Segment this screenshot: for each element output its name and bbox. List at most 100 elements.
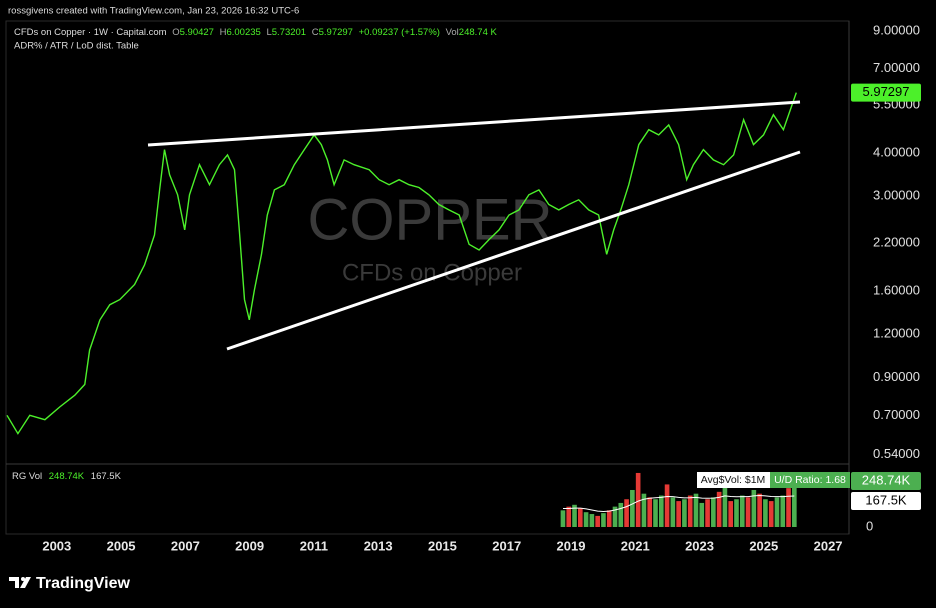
x-tick-label: 2027 <box>814 538 843 553</box>
volume-bar <box>699 502 705 527</box>
volume-current: 248.74K <box>49 471 85 482</box>
volume-bar <box>745 497 751 527</box>
volume-bar <box>768 501 774 527</box>
volume-bar <box>757 493 762 527</box>
vol-val: 248.74 K <box>459 27 498 38</box>
o-val: 5.90427 <box>180 27 214 38</box>
logo-mark <box>20 577 31 588</box>
ud-ratio: U/D Ratio: 1.68 <box>774 474 846 486</box>
logo-mark <box>21 577 25 581</box>
o-key: O <box>172 27 179 38</box>
volume-bar <box>687 495 693 527</box>
y-tick-label: 7.00000 <box>873 60 920 75</box>
volume-ma: 167.5K <box>91 471 122 482</box>
change: +0.09237 (+1.57%) <box>359 27 440 38</box>
volume-bar <box>583 512 589 527</box>
x-tick-label: 2007 <box>171 538 200 553</box>
watermark-ticker: COPPER <box>308 187 553 252</box>
x-tick-label: 2017 <box>492 538 521 553</box>
price-badge <box>851 83 921 102</box>
l-key: L <box>266 27 271 38</box>
trendline-upper <box>147 100 801 147</box>
volume-bar <box>705 499 710 527</box>
h-val: 6.00235 <box>226 27 260 38</box>
volume-badge-label: 248.74K <box>862 472 911 487</box>
l-val: 5.73201 <box>272 27 306 38</box>
y-tick-label: 0.70000 <box>873 407 920 422</box>
volume-bar <box>734 499 739 527</box>
volume-bar <box>780 495 786 527</box>
volume-bar <box>647 497 653 527</box>
volume-bar <box>786 488 791 527</box>
brand: TradingView <box>36 575 131 592</box>
volume-bar <box>653 499 658 527</box>
footer-bar <box>0 560 936 608</box>
volume-bar <box>682 499 687 527</box>
volume-bar <box>606 510 612 527</box>
logo <box>9 577 31 588</box>
volume-layer <box>560 472 797 527</box>
volume-legend: RG Vol 248.74K 167.5K <box>12 471 122 482</box>
volume-bar <box>751 489 757 527</box>
credit: rossgivens created with TradingView.com,… <box>8 6 299 17</box>
x-tick-label: 2013 <box>364 538 393 553</box>
watermark-description: CFDs on Copper <box>342 259 522 286</box>
x-tick-label: 2019 <box>557 538 586 553</box>
ma-badge <box>851 492 921 510</box>
trendline-lower <box>226 150 801 351</box>
volume-bar <box>739 495 745 527</box>
volume-bar <box>601 513 606 527</box>
x-tick-label: 2011 <box>300 538 328 553</box>
pane-frame <box>5 20 850 535</box>
volume-bar <box>670 497 676 527</box>
y-tick-label: 2.20000 <box>873 234 920 249</box>
volume-bar <box>566 506 572 527</box>
avg-vol: Avg$Vol: $1M <box>701 474 766 486</box>
volume-bar <box>716 491 722 527</box>
ma-badge-label: 167.5K <box>865 492 907 507</box>
x-tick-label: 2021 <box>621 538 650 553</box>
price-line <box>6 92 797 435</box>
h-key: H <box>220 27 227 38</box>
logo-mark <box>9 577 19 588</box>
volume-title: RG Vol <box>12 471 42 482</box>
price-badge-label: 5.97297 <box>863 84 910 99</box>
c-key: C <box>312 27 319 38</box>
volume-ma-line <box>563 494 795 513</box>
x-tick-label: 2003 <box>42 538 71 553</box>
vol-key: Vol <box>446 27 459 38</box>
volume-bar <box>792 480 797 527</box>
volume-bar <box>722 480 728 527</box>
volume-tick-label: 0 <box>866 518 873 533</box>
volume-bar <box>589 514 595 527</box>
y-tick-label: 0.54000 <box>873 446 920 461</box>
volume-badge <box>851 471 921 490</box>
y-tick-label: 9.00000 <box>873 22 920 37</box>
volume-bar <box>641 493 647 527</box>
volume-bar <box>693 493 699 527</box>
volume-bar <box>763 499 768 527</box>
volume-bar <box>658 495 664 527</box>
price-layer <box>6 92 797 435</box>
volume-bar <box>595 515 600 527</box>
x-tick-label: 2005 <box>107 538 136 553</box>
volume-bar <box>635 472 641 527</box>
volume-bar <box>728 501 734 527</box>
x-tick-label: 2025 <box>749 538 778 553</box>
symbol: CFDs on Copper · 1W · Capital.com <box>14 27 167 38</box>
volume-bar <box>624 499 629 527</box>
volume-bar <box>577 508 583 527</box>
c-val: 5.97297 <box>319 27 353 38</box>
volume-bar <box>560 510 566 527</box>
volume-bar <box>664 484 670 527</box>
volume-bar <box>612 506 618 527</box>
volume-bar <box>618 502 624 527</box>
y-tick-label: 0.90000 <box>873 369 920 384</box>
x-tick-label: 2023 <box>685 538 714 553</box>
volume-bar <box>711 497 716 527</box>
x-tick-label: 2009 <box>235 538 264 553</box>
y-tick-label: 1.60000 <box>873 282 920 297</box>
y-tick-label: 1.20000 <box>873 326 920 341</box>
volume-bar <box>572 504 577 527</box>
table-cell <box>770 472 850 488</box>
